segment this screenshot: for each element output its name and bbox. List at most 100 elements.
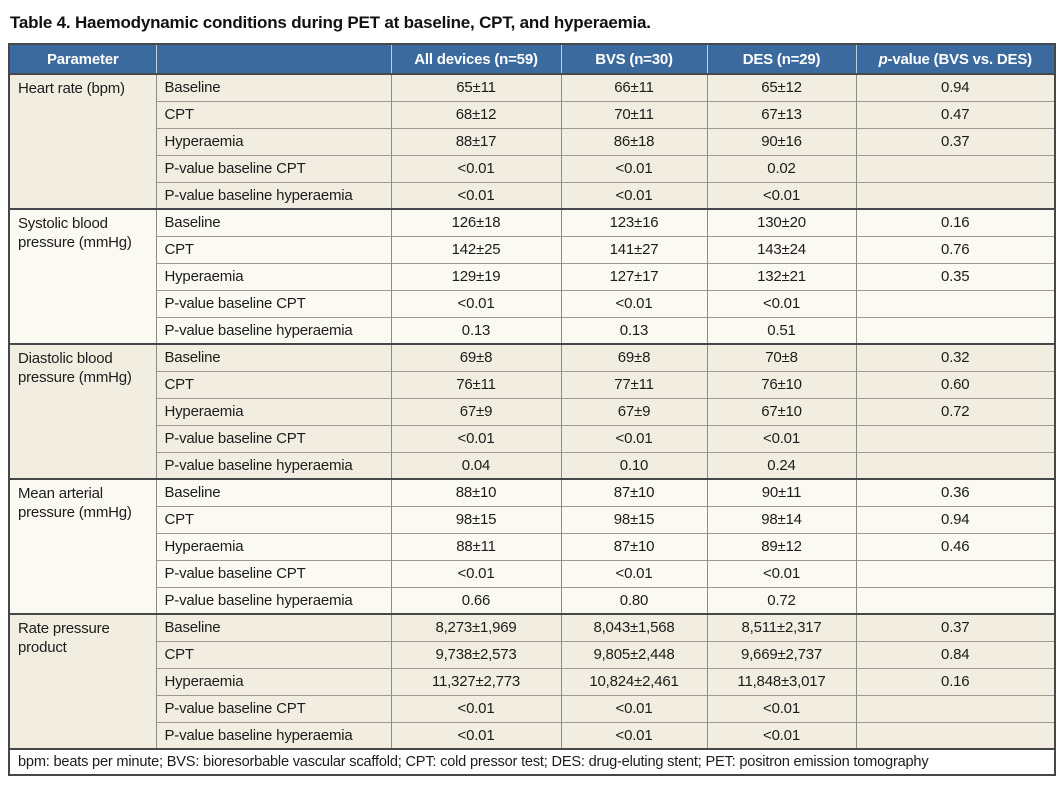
value-all-devices: 11,327±2,773 [391, 667, 562, 695]
value-bvs: 8,043±1,568 [561, 613, 708, 641]
header-condition [156, 44, 392, 75]
value-p: 0.37 [856, 613, 1055, 641]
value-bvs: <0.01 [561, 694, 708, 722]
value-all-devices: <0.01 [391, 694, 562, 722]
value-p: 0.84 [856, 640, 1055, 668]
value-des: <0.01 [707, 424, 857, 452]
table-row: P-value baseline hyperaemia <0.01 <0.01 <0.… [9, 181, 1055, 209]
table-row: P-value baseline CPT <0.01 <0.01 0.02 [9, 154, 1055, 182]
value-bvs: <0.01 [561, 721, 708, 749]
value-des: 70±8 [707, 343, 857, 371]
table-row: Hyperaemia 129±19 127±17 132±21 0.35 [9, 262, 1055, 290]
table-row: CPT 76±11 77±11 76±10 0.60 [9, 370, 1055, 398]
value-p: 0.76 [856, 235, 1055, 263]
table-title: Table 4. Haemodynamic conditions during … [10, 13, 651, 32]
value-des: 132±21 [707, 262, 857, 290]
parameter-cell: Rate pressure product [9, 613, 157, 749]
value-p: 0.35 [856, 262, 1055, 290]
value-des: 0.24 [707, 451, 857, 479]
table-row: CPT 142±25 141±27 143±24 0.76 [9, 235, 1055, 263]
header-bvs: BVS (n=30) [561, 44, 708, 75]
value-des: 0.72 [707, 586, 857, 614]
value-bvs: 9,805±2,448 [561, 640, 708, 668]
condition-label: Baseline [156, 478, 392, 506]
value-all-devices: <0.01 [391, 721, 562, 749]
value-all-devices: 126±18 [391, 208, 562, 236]
value-bvs: 98±15 [561, 505, 708, 533]
table-row: P-value baseline hyperaemia 0.04 0.10 0.24 [9, 451, 1055, 479]
value-bvs: 87±10 [561, 532, 708, 560]
value-all-devices: <0.01 [391, 289, 562, 317]
value-all-devices: 9,738±2,573 [391, 640, 562, 668]
condition-label: CPT [156, 505, 392, 533]
condition-label: P-value baseline hyperaemia [156, 181, 392, 209]
condition-label: CPT [156, 640, 392, 668]
value-p: 0.37 [856, 127, 1055, 155]
condition-label: CPT [156, 100, 392, 128]
table-row: CPT 9,738±2,573 9,805±2,448 9,669±2,737 0.84 [9, 640, 1055, 668]
parameter-cell: Systolic blood pressure (mmHg) [9, 208, 157, 344]
table-row: Hyperaemia 11,327±2,773 10,824±2,461 11,848… [9, 667, 1055, 695]
value-des: <0.01 [707, 694, 857, 722]
value-p [856, 154, 1055, 182]
footnote-row: bpm: beats per minute; BVS: bioresorbabl… [9, 748, 1055, 775]
value-all-devices: <0.01 [391, 154, 562, 182]
table-row: P-value baseline hyperaemia <0.01 <0.01 <0.… [9, 721, 1055, 749]
condition-label: P-value baseline CPT [156, 559, 392, 587]
value-bvs: 87±10 [561, 478, 708, 506]
value-bvs: <0.01 [561, 559, 708, 587]
value-p [856, 289, 1055, 317]
table-row: CPT 68±12 70±11 67±13 0.47 [9, 100, 1055, 128]
condition-label: P-value baseline CPT [156, 694, 392, 722]
value-all-devices: 65±11 [391, 73, 562, 101]
table-row: P-value baseline hyperaemia 0.13 0.13 0.51 [9, 316, 1055, 344]
value-p [856, 181, 1055, 209]
value-bvs: 0.80 [561, 586, 708, 614]
value-all-devices: 88±10 [391, 478, 562, 506]
value-bvs: 67±9 [561, 397, 708, 425]
p-value-italic: p [878, 50, 888, 68]
value-all-devices: 0.66 [391, 586, 562, 614]
value-bvs: 10,824±2,461 [561, 667, 708, 695]
condition-label: Hyperaemia [156, 532, 392, 560]
value-bvs: <0.01 [561, 154, 708, 182]
value-bvs: 70±11 [561, 100, 708, 128]
value-p [856, 559, 1055, 587]
value-p: 0.47 [856, 100, 1055, 128]
parameter-cell: Mean arterial pressure (mmHg) [9, 478, 157, 614]
value-bvs: 86±18 [561, 127, 708, 155]
value-all-devices: 142±25 [391, 235, 562, 263]
value-bvs: 123±16 [561, 208, 708, 236]
p-value-rest: -value (BVS vs. DES) [887, 50, 1033, 68]
header-all-devices: All devices (n=59) [391, 44, 562, 75]
value-all-devices: 88±17 [391, 127, 562, 155]
value-p: 0.32 [856, 343, 1055, 371]
condition-label: P-value baseline hyperaemia [156, 721, 392, 749]
value-p [856, 586, 1055, 614]
condition-label: Baseline [156, 343, 392, 371]
header-des: DES (n=29) [707, 44, 857, 75]
table-row: Hyperaemia 88±11 87±10 89±12 0.46 [9, 532, 1055, 560]
value-des: 89±12 [707, 532, 857, 560]
value-p: 0.94 [856, 73, 1055, 101]
condition-label: Hyperaemia [156, 127, 392, 155]
condition-label: P-value baseline hyperaemia [156, 451, 392, 479]
table-row: P-value baseline CPT <0.01 <0.01 <0.01 [9, 694, 1055, 722]
value-des: <0.01 [707, 181, 857, 209]
value-p [856, 316, 1055, 344]
parameter-cell: Diastolic blood pressure (mmHg) [9, 343, 157, 479]
condition-label: CPT [156, 235, 392, 263]
value-bvs: <0.01 [561, 424, 708, 452]
haemodynamics-table: Parameter All devices (n=59) BVS (n=30) … [8, 43, 1056, 776]
table-row: Rate pressure product Baseline 8,273±1,969… [9, 613, 1055, 749]
value-p [856, 694, 1055, 722]
table-row: P-value baseline CPT <0.01 <0.01 <0.01 [9, 424, 1055, 452]
header-p-value: p-value (BVS vs. DES) [856, 44, 1055, 75]
value-bvs: 0.13 [561, 316, 708, 344]
value-all-devices: 129±19 [391, 262, 562, 290]
value-p: 0.36 [856, 478, 1055, 506]
table-body: Heart rate (bpm) Baseline 65±11 66±11 65±12 0… [9, 73, 1055, 749]
table-row: Mean arterial pressure (mmHg) Baseline 88±… [9, 478, 1055, 614]
value-des: 65±12 [707, 73, 857, 101]
